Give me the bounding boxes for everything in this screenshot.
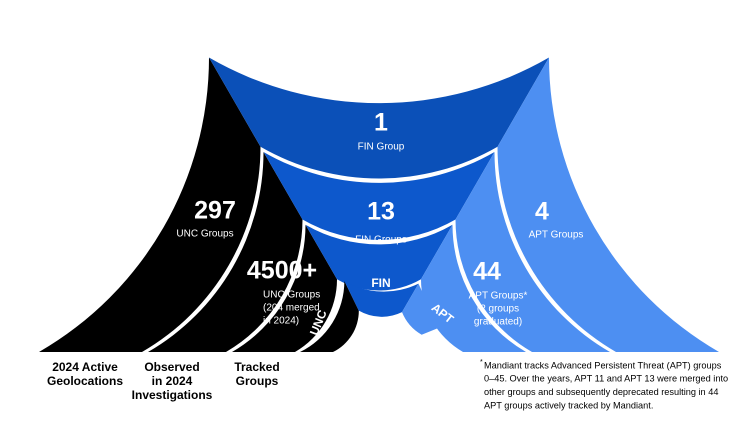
stat-text: APT Groups* (469, 291, 528, 302)
footnote-text: other groups and subsequently deprecated… (484, 387, 718, 397)
list-item: Russia (624, 210, 655, 221)
bullet (86, 200, 90, 204)
ring-segment (402, 283, 453, 335)
column-caption: Groups (236, 374, 279, 388)
ring-segment (344, 280, 419, 317)
stat-text: APT Groups (582, 172, 637, 183)
column-caption: Observed (144, 360, 199, 374)
bullet (78, 227, 82, 230)
bullet (90, 187, 94, 191)
list-item: Canada (97, 184, 132, 195)
ring-segment (39, 57, 261, 352)
bullet (64, 266, 68, 270)
column-caption: Tracked (234, 360, 279, 374)
ring-segment (148, 151, 303, 352)
list-item: Tunisia (67, 276, 99, 287)
stat-text: UNC Groups (176, 229, 233, 240)
bullet (617, 213, 621, 217)
ring-segment (497, 57, 719, 352)
stat-number: 297 (194, 197, 236, 225)
stat-text: UNCs from (125, 172, 174, 183)
stat-text: APT Groups (529, 230, 584, 241)
footnote-text: APT groups actively tracked by Mandiant. (484, 400, 653, 410)
bullet (623, 226, 627, 230)
bullet (60, 280, 64, 283)
column-caption: Investigations (132, 388, 213, 402)
ring-segment (232, 224, 337, 352)
footnote-mark: * (480, 359, 483, 366)
column-caption: 2024 Active (52, 360, 118, 374)
column-caption: Geolocations (47, 374, 123, 388)
stat-number: 4500+ (247, 257, 317, 285)
bullet (81, 214, 85, 217)
list-item: China (618, 197, 645, 208)
column-caption: in 2024 (152, 374, 193, 388)
ring-segment (300, 280, 359, 352)
stat-text: FIN Groups (355, 235, 407, 246)
stat-text: (204 merged (263, 303, 320, 314)
list-item: China (93, 197, 120, 208)
stat-number: 31 (136, 140, 164, 168)
ring-segment (209, 57, 549, 179)
stat-text: UNC Groups (263, 290, 320, 301)
stat-text: FIN Group (358, 142, 405, 153)
stat-text: from: (592, 184, 615, 195)
stat-number: 1 (374, 109, 388, 137)
list-item: Morocco (81, 236, 120, 247)
stat-number: 4 (602, 140, 616, 168)
bullet (611, 200, 615, 204)
stat-text: in 2024) (263, 316, 299, 327)
ring-tag: FIN (371, 276, 390, 290)
stat-number: 44 (473, 258, 501, 286)
footnote-text: Mandiant tracks Advanced Persistent Thre… (484, 360, 722, 370)
stat-number: 4 (535, 198, 549, 226)
list-item: Russia (71, 263, 102, 274)
stat-text: (2 groups (477, 304, 519, 315)
list-item: Iran (85, 223, 102, 234)
bullet (74, 240, 78, 244)
ring-segment (455, 151, 610, 352)
list-item: East Europe (88, 210, 143, 221)
stat-text: graduated) (474, 317, 522, 328)
ring-segment (305, 224, 453, 291)
footnote-text: 0–45. Over the years, APT 11 and APT 13 … (484, 374, 728, 384)
list-item: North Korea (77, 250, 131, 261)
bullet (53, 306, 57, 310)
bullet (70, 253, 74, 257)
list-item: Iran (630, 223, 647, 234)
stat-number: 13 (367, 198, 395, 226)
list-item: Turkey (63, 289, 93, 300)
list-item: USA (60, 302, 81, 313)
ring-segment (263, 151, 495, 240)
bullet (56, 293, 60, 296)
